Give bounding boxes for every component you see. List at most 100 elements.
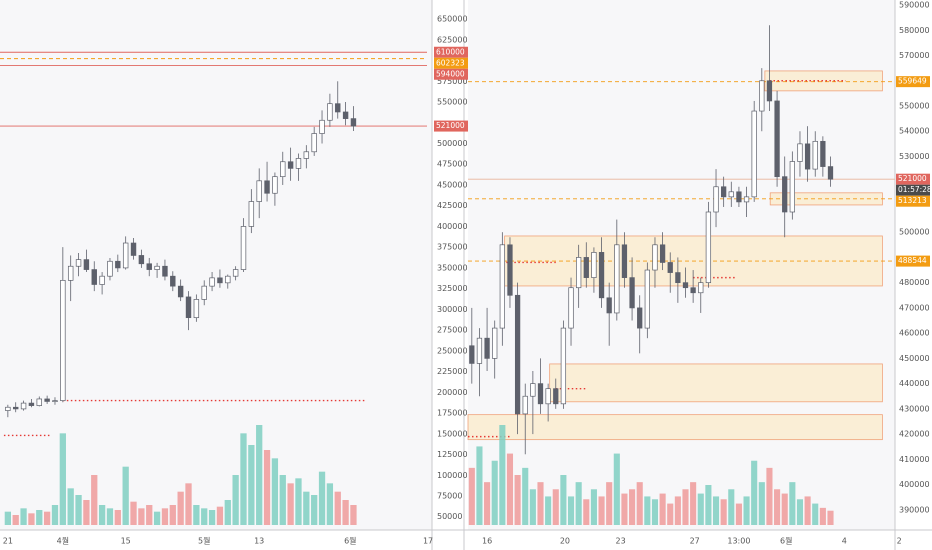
volume-bar <box>705 485 712 525</box>
candle-body <box>797 143 803 162</box>
x-tick-label: 15 <box>121 537 131 546</box>
candle-body <box>248 201 255 227</box>
candle-body <box>177 285 184 298</box>
volume-bar <box>295 478 302 525</box>
candle-body <box>154 265 160 270</box>
candle-body <box>644 269 650 329</box>
candle-body <box>606 297 612 314</box>
volume-bar <box>545 496 552 525</box>
candle-body <box>122 242 129 269</box>
candle-body <box>553 388 559 405</box>
x-tick-label: 6월 <box>780 536 792 546</box>
y-tick-label: 125000 <box>437 450 468 459</box>
left-plot-area <box>0 0 432 530</box>
y-tick-label: 100000 <box>437 471 468 480</box>
x-tick-label: 6월 <box>344 536 356 546</box>
price-tag: 602323 <box>436 58 465 67</box>
candle-body <box>20 402 27 410</box>
y-tick-label: 75000 <box>437 491 462 500</box>
volume-bar <box>567 496 575 525</box>
volume-bar <box>651 499 659 525</box>
y-tick-label: 530000 <box>899 152 930 161</box>
x-tick-label: 2 <box>897 537 902 546</box>
candle-body <box>342 111 349 119</box>
candle-body <box>522 395 528 415</box>
volume-bar <box>690 482 697 525</box>
countdown-tag: 01:57:28 <box>898 185 932 194</box>
volume-bar <box>766 467 773 525</box>
x-tick-label: 4월 <box>57 536 69 546</box>
candle-body <box>667 262 673 273</box>
candle-body <box>99 275 105 285</box>
candle-body <box>568 287 574 329</box>
volume-bar <box>644 496 651 525</box>
zone <box>764 70 883 92</box>
volume-bar <box>28 513 35 525</box>
volume-bar <box>804 496 811 525</box>
candle-body <box>705 211 712 284</box>
volume-bar <box>224 500 231 525</box>
y-tick-label: 625000 <box>437 35 468 44</box>
price-tag: 594000 <box>436 69 465 78</box>
price-tag-bg <box>896 76 930 88</box>
candle-body <box>499 244 505 329</box>
volume-bar <box>279 475 286 525</box>
candle-body <box>476 337 483 364</box>
y-tick-label: 570000 <box>899 51 930 60</box>
y-tick-label: 450000 <box>437 180 468 189</box>
candle-body <box>193 299 200 319</box>
volume-bar <box>529 489 536 525</box>
candle-body <box>83 259 90 270</box>
volume-bar <box>697 493 704 525</box>
volume-bar <box>153 511 161 525</box>
price-tag-bg <box>434 120 468 132</box>
candle-body <box>264 180 270 194</box>
volume-bar <box>812 503 819 525</box>
volume-bar <box>674 496 681 525</box>
x-tick-label: 21 <box>3 537 13 546</box>
y-tick-label: 50000 <box>437 512 462 521</box>
candle-body <box>67 265 74 281</box>
x-tick-label: 5월 <box>198 536 210 546</box>
volume-bar <box>468 467 475 525</box>
y-tick-label: 460000 <box>899 329 930 338</box>
candle-body <box>812 140 818 170</box>
candle-body <box>721 186 727 198</box>
volume-bar <box>177 491 184 525</box>
candle-body <box>36 398 42 406</box>
x-tick-label: 17 <box>423 537 433 546</box>
candle-body <box>146 263 152 270</box>
y-tick-label: 300000 <box>437 305 468 314</box>
volume-bar <box>789 482 796 525</box>
volume-bar <box>751 460 758 525</box>
candle-body <box>75 259 82 267</box>
y-tick-label: 420000 <box>899 430 930 439</box>
volume-bar <box>67 488 74 525</box>
volume-bar <box>240 433 247 525</box>
candle-body <box>675 272 681 284</box>
candle-body <box>162 265 168 277</box>
volume-bar <box>20 508 27 525</box>
candle-body <box>827 166 834 180</box>
y-tick-label: 440000 <box>899 379 930 388</box>
volume-bar <box>796 499 804 525</box>
volume-bar <box>185 483 192 525</box>
candle-body <box>469 345 475 364</box>
volume-bar <box>712 496 720 525</box>
volume-bar <box>667 503 674 525</box>
volume-bar <box>130 501 137 525</box>
price-tag-bg <box>434 46 468 58</box>
x-tick-label: 13 <box>254 537 264 546</box>
x-tick-label: 27 <box>690 537 700 546</box>
candle-body <box>530 383 536 397</box>
candle-body <box>60 279 66 401</box>
candle-body <box>598 252 605 299</box>
candle-body <box>335 103 341 113</box>
volume-bar <box>114 510 121 525</box>
volume-bar <box>350 505 357 525</box>
candle-body <box>280 161 286 178</box>
volume-bar <box>560 475 567 525</box>
volume-bar <box>575 482 582 525</box>
volume-bar <box>537 482 544 525</box>
price-tag: 521000 <box>436 121 465 130</box>
